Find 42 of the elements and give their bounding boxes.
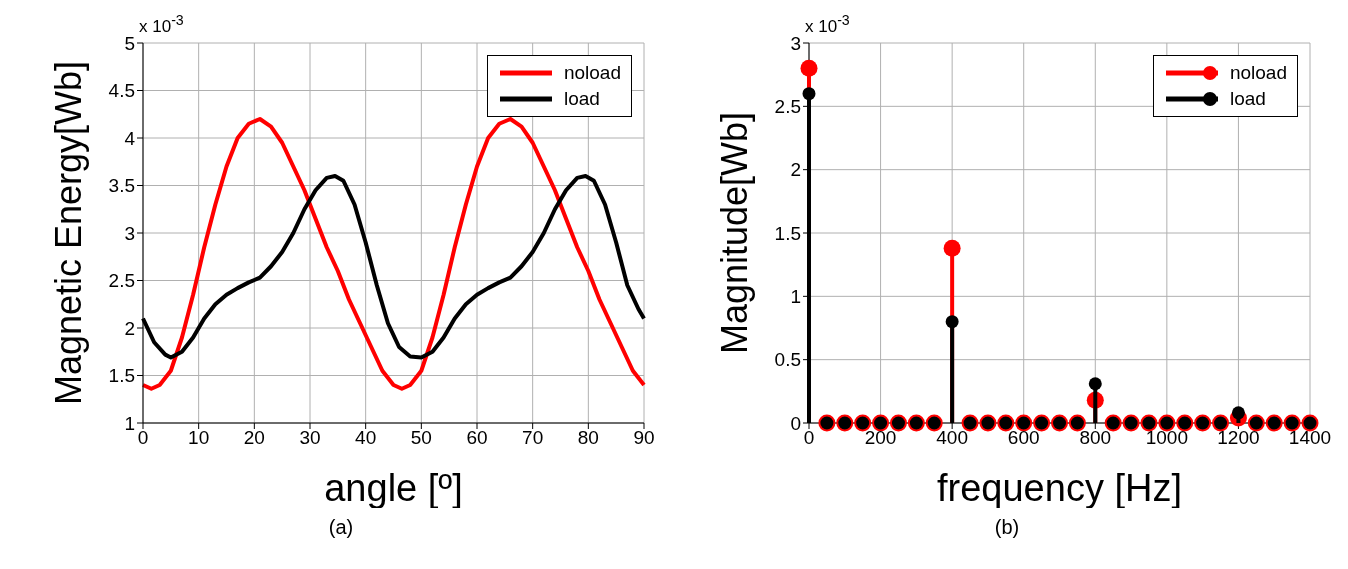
y-tick-label: 3 — [790, 32, 801, 54]
x-tick-label: 50 — [410, 427, 432, 449]
text: (a) — [327, 516, 355, 539]
x-tick-label: 40 — [355, 427, 377, 449]
y-axis-title: Magnetic Energy[Wb] — [47, 60, 89, 406]
x-tick-label: 90 — [633, 427, 655, 449]
x-tick-label: 10 — [188, 427, 210, 449]
y-tick-label: 1.5 — [108, 365, 135, 387]
x-tick-label: 800 — [1079, 427, 1112, 449]
y-tick-label: 5 — [124, 32, 135, 54]
x-tick-label: 70 — [522, 427, 544, 449]
y-tick-label: 2 — [790, 159, 801, 181]
y-tick-label: 4.5 — [108, 80, 135, 102]
legend-label: load — [1229, 88, 1266, 110]
x-tick-label: 60 — [466, 427, 488, 449]
y-tick-label: 4 — [124, 127, 136, 149]
y-tick-label: 1.5 — [774, 222, 801, 244]
y-tick-label: 1 — [790, 286, 801, 308]
x-tick-label: 600 — [1007, 427, 1040, 449]
y-tick-label: 1 — [124, 412, 135, 434]
y-axis-title: Magnitude[Wb] — [713, 111, 755, 355]
x-tick-label: 400 — [936, 427, 968, 449]
legend-label: noload — [1229, 62, 1287, 84]
x-tick-label: 20 — [243, 427, 265, 449]
text: (b) — [993, 516, 1021, 539]
y-tick-label: 3.5 — [108, 175, 135, 197]
y-tick-label: 2.5 — [108, 270, 135, 292]
text: x 10$^{-3}$ — [805, 12, 850, 37]
legend-label: load — [563, 88, 600, 110]
x-tick-label: 1400 — [1288, 427, 1332, 449]
y-tick-label: 3 — [124, 222, 135, 244]
x-tick-label: 1000 — [1145, 427, 1188, 449]
y-tick-label: 0 — [790, 412, 801, 434]
x-tick-label: 200 — [864, 427, 897, 449]
legend-label: noload — [563, 62, 621, 84]
x-tick-label: 1200 — [1217, 427, 1260, 449]
x-tick-label: 80 — [577, 427, 599, 449]
x-tick-label: 30 — [299, 427, 321, 449]
y-tick-label: 0.5 — [774, 349, 801, 371]
y-tick-label: 2.5 — [774, 96, 801, 118]
text: x 10$^{-3}$ — [139, 12, 184, 37]
y-tick-label: 2 — [124, 317, 135, 339]
